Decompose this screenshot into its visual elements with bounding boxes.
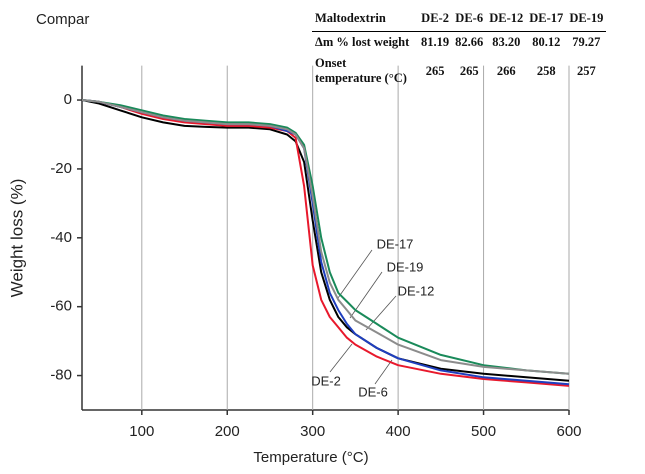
table-row: Δm % lost weight 81.19 82.66 83.20 80.12 79.2… [312, 32, 606, 54]
x-axis-label: Temperature (°C) [253, 449, 368, 466]
table-cell: 79.27 [572, 35, 601, 49]
leader-line [349, 271, 383, 319]
data-line [81, 99, 570, 386]
table-row: Onset temperature (°C) 265 265 266 258 257 [312, 53, 606, 89]
x-tick-label: 400 [386, 423, 411, 440]
table-cell: 81.19 [421, 35, 450, 49]
leader-line [365, 295, 397, 331]
x-tick-label: 300 [300, 423, 325, 440]
table-cell: Δm % lost weight [315, 35, 410, 49]
table-cell: 266 [496, 63, 516, 78]
series-label: DE-6 [358, 384, 388, 399]
chart-title: Compar [36, 11, 89, 28]
x-tick-label: 500 [471, 423, 496, 440]
table-header-cell: DE-6 [452, 8, 487, 32]
y-tick-label: -20 [50, 160, 72, 177]
table-cell: 257 [576, 63, 596, 78]
series-label: DE-2 [311, 373, 341, 388]
series-label: DE-17 [377, 236, 414, 251]
leader-line [329, 343, 353, 373]
data-line [81, 99, 570, 387]
x-tick-label: 100 [129, 423, 154, 440]
table-header-cell: Maltodextrin [312, 8, 418, 32]
table-cell: 265 [459, 63, 479, 78]
leader-line [337, 249, 373, 299]
x-tick-label: 200 [215, 423, 240, 440]
table-header-cell: DE-12 [486, 8, 527, 32]
table-cell: Onset temperature (°C) [315, 56, 407, 85]
table-cell: 83.20 [492, 35, 521, 49]
leader-line [374, 359, 393, 385]
table-header-cell: DE-19 [566, 8, 607, 32]
leader-lines [329, 249, 397, 385]
inset-table: Maltodextrin DE-2 DE-6 DE-12 DE-17 DE-19 Δm % … [312, 8, 607, 89]
table-header-row: Maltodextrin DE-2 DE-6 DE-12 DE-17 DE-19 [312, 8, 607, 32]
series-label: DE-12 [398, 283, 435, 298]
table-header-cell: DE-2 [418, 8, 453, 32]
table-cell: 80.12 [532, 35, 561, 49]
y-tick-label: -60 [50, 298, 72, 315]
data-line [81, 99, 570, 375]
x-tick-label: 600 [556, 423, 581, 440]
y-tick-label: -40 [50, 229, 72, 246]
data-line [81, 99, 570, 382]
y-axis-label: Weight loss (%) [7, 179, 26, 298]
table-cell: 82.66 [455, 35, 484, 49]
table-cell: 265 [425, 63, 445, 78]
table-header-cell: DE-17 [526, 8, 567, 32]
table-cell: 258 [536, 63, 556, 78]
data-line [81, 99, 570, 375]
series-label: DE-19 [387, 259, 424, 274]
y-tick-label: -80 [50, 367, 72, 384]
y-tick-label: 0 [64, 91, 72, 108]
